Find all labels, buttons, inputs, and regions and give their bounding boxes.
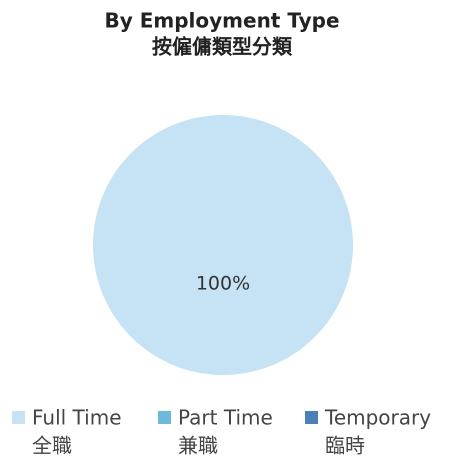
legend-label: Part Time — [178, 406, 273, 430]
legend-label-zh: 全職 — [32, 434, 72, 458]
pie-slice — [93, 115, 353, 375]
data-label: 100% — [196, 273, 250, 295]
legend-label-zh: 臨時 — [325, 434, 365, 458]
chart-title: By Employment Type — [104, 9, 339, 33]
chart-subtitle: 按僱傭類型分類 — [152, 35, 293, 59]
legend-swatch — [12, 411, 25, 424]
legend-swatch — [158, 411, 171, 424]
legend-label-zh: 兼職 — [178, 434, 218, 458]
legend-swatch — [305, 411, 318, 424]
legend-label: Full Time — [32, 406, 122, 430]
legend-label: Temporary — [324, 406, 431, 430]
